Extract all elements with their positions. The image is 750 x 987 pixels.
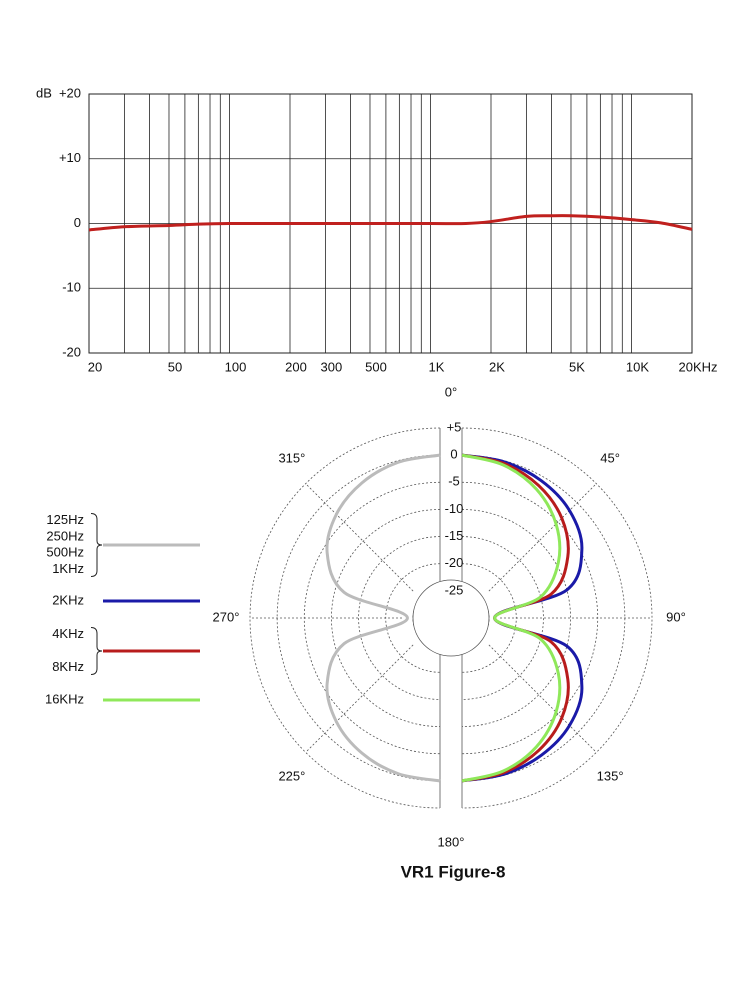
y-tick-label: -10	[62, 280, 81, 295]
angle-label: 180°	[438, 834, 465, 849]
r-tick-label: -15	[445, 528, 464, 543]
center-hole	[412, 579, 490, 657]
legend-label: 1KHz	[52, 561, 84, 576]
angle-label: 315°	[278, 450, 305, 465]
polar-curve	[325, 453, 441, 783]
x-tick-label: 500	[365, 359, 387, 374]
x-tick-label: 1K	[429, 359, 445, 374]
y-axis-label: dB	[36, 85, 52, 100]
x-tick-label: 100	[225, 359, 247, 374]
x-tick-label: 20	[88, 359, 102, 374]
y-tick-label: 0	[74, 215, 81, 230]
r-tick-label: -25	[445, 582, 464, 597]
x-tick-label: 5K	[569, 359, 585, 374]
r-tick-label: -20	[445, 555, 464, 570]
x-tick-label: 200	[285, 359, 307, 374]
spoke	[488, 483, 597, 592]
ring	[276, 454, 626, 782]
response-line	[88, 214, 693, 232]
x-tick-label: 10K	[626, 359, 649, 374]
angle-label: 225°	[278, 769, 305, 784]
x-tick-label: 2K	[489, 359, 505, 374]
y-tick-label: +20	[59, 85, 81, 100]
legend-label: 250Hz	[46, 528, 84, 543]
polar-curve	[461, 453, 562, 783]
plot-frame	[88, 93, 693, 354]
x-tick-label: 50	[168, 359, 182, 374]
legend-label: 125Hz	[46, 512, 84, 527]
legend-label: 16KHz	[45, 691, 84, 706]
legend-label: 2KHz	[52, 592, 84, 607]
angle-label: 90°	[666, 609, 686, 624]
legend-label: 8KHz	[52, 659, 84, 674]
chart-title: VR1 Figure-8	[401, 862, 506, 881]
r-tick-label: -10	[445, 501, 464, 516]
legend-brace	[90, 513, 103, 577]
angle-label: 270°	[213, 609, 240, 624]
legend-label: 4KHz	[52, 626, 84, 641]
angle-label: 135°	[597, 769, 624, 784]
legend-label: 500Hz	[46, 545, 84, 560]
spoke	[488, 644, 597, 753]
x-tick-label: 20KHz	[678, 359, 717, 374]
y-tick-label: -20	[62, 344, 81, 359]
x-tick-label: 300	[321, 359, 343, 374]
r-tick-label: 0	[450, 447, 457, 462]
legend-brace	[90, 627, 103, 675]
y-tick-label: +10	[59, 150, 81, 165]
ring	[331, 509, 571, 727]
r-tick-label: -5	[448, 474, 460, 489]
angle-label: 45°	[600, 450, 620, 465]
angle-label: 0°	[445, 384, 457, 399]
ring	[249, 427, 653, 809]
r-tick-label: +5	[447, 419, 462, 434]
spoke	[305, 483, 414, 592]
spoke	[305, 644, 414, 753]
ring	[358, 536, 544, 700]
